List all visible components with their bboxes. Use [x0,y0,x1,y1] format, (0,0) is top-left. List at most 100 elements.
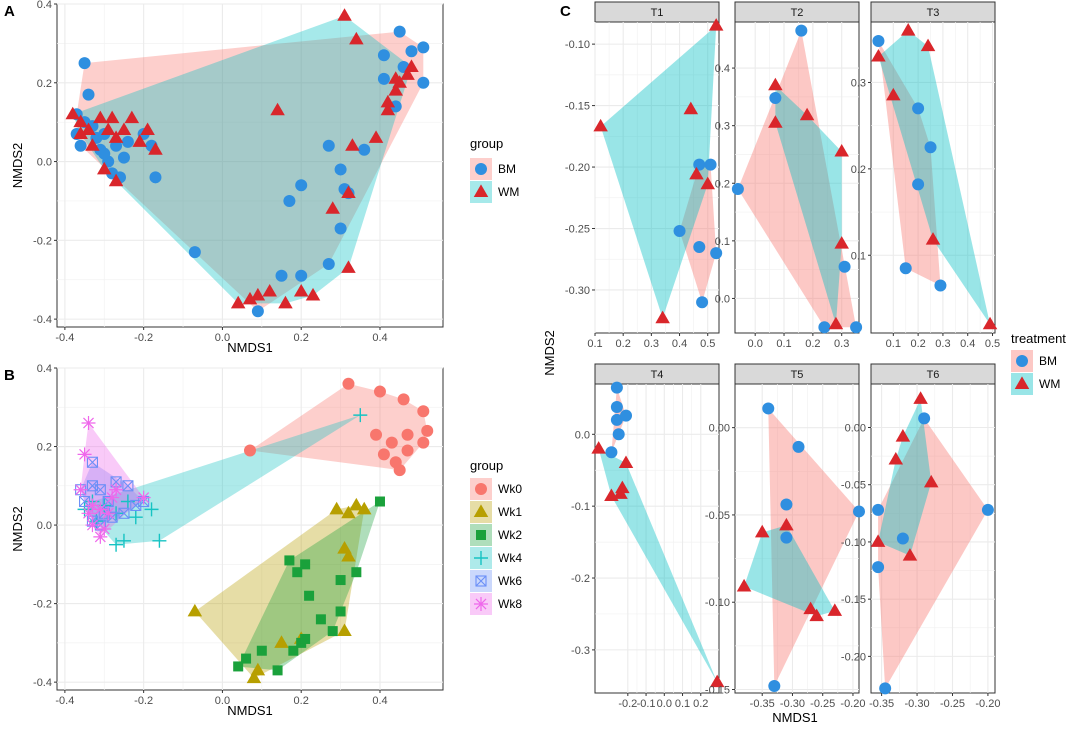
point-wm [604,488,619,502]
point-wm [140,122,155,135]
legend-marker-wk2 [476,530,486,540]
legend-marker-wk6-box [475,575,487,587]
panel-b-tick-label-y: 0.0 [37,520,52,532]
point-wk8 [97,522,112,536]
point-wk8 [93,529,108,544]
point-wk0 [244,444,256,457]
facet-t4-tick-label-x: -0.2 [618,698,637,710]
panel-a-x-title: NMDS1 [227,340,273,355]
point-wk2 [272,665,283,676]
hull-wm [878,30,991,325]
facet-t5-tick-label-x: -0.20 [840,698,865,710]
point-wm [100,122,116,135]
point-bm [251,305,264,318]
point-bm [610,413,623,426]
legend-label-bm: BM [498,162,516,176]
hull-bm [737,30,857,328]
facet-t5-tick-label-x: -0.30 [780,698,805,710]
hull-bm [878,41,941,286]
point-wk2 [300,559,311,570]
point-bm [818,321,831,334]
point-wk1 [329,501,344,515]
legend-label-wk1: Wk1 [498,505,522,519]
legend-label-wk0: Wk0 [498,482,522,496]
legend-marker-wk1 [473,504,489,517]
point-wk6-box [79,495,91,508]
point-bm [838,260,851,273]
panel-a-tick-label-x: 0.0 [215,332,230,344]
point-wk6-box [86,456,98,468]
point-wk0 [417,405,430,418]
facet-strip-title: T3 [927,7,940,19]
point-wm [73,126,88,139]
legend-marker-bm [1016,355,1028,367]
point-wk8 [77,447,92,462]
facet-t2-tick-label-y: 0.1 [715,236,730,248]
panel-b-letter: B [4,367,15,384]
point-bm [417,76,430,89]
legend-title: group [470,458,503,473]
point-wk0 [397,393,410,406]
panel-b-tick-label-y: 0.4 [37,363,52,375]
point-bm [693,158,706,171]
point-wm [305,287,321,301]
facet-t6-tick-label-y: -0.20 [841,651,866,663]
hull-bm [878,418,988,689]
point-wk6-box [86,480,98,492]
point-wm [293,283,309,297]
point-wk0 [342,377,355,390]
point-bm [610,381,623,394]
panel-b-panel: -0.4 -0.2 0.0 0.2 0.4 -0.4 -0.2 0.0 0.2 0.4 [33,363,444,707]
facet-t6-tick-label-x: -0.30 [905,698,930,710]
panel-b-x-title: NMDS1 [227,703,273,718]
point-wk6 [94,484,106,496]
point-wm [368,130,384,143]
point-wk4 [152,533,167,548]
point-wk1 [246,670,262,684]
point-bm [405,45,418,58]
point-wk8 [85,498,100,513]
facet-t5-tick-label-y: -0.05 [705,510,730,522]
point-wm [341,260,356,273]
point-wm [380,94,396,108]
point-wm [337,8,352,21]
point-bm [334,222,347,235]
point-wm [400,67,415,80]
point-wm [870,534,886,547]
facet-t4-tick-label-x: -0.1 [637,698,656,710]
facet-t6-panel: -0.35 -0.30 -0.25 -0.20 -0.20 -0.15 -0.10 -0.05… [841,383,1000,710]
point-bm [853,505,865,518]
point-wm [104,110,120,124]
point-wk8 [109,482,124,497]
point-wk2 [315,614,326,625]
point-wm [913,391,928,404]
panel-a-tick-label-y: 0.2 [37,78,52,90]
facet-t4-tick-label-y: -0.1 [571,501,590,513]
panel-a-tick-label-x: -0.2 [134,332,153,344]
point-wm [388,83,403,96]
point-wm [148,142,163,155]
point-wk4 [109,537,124,552]
point-bm [792,440,805,453]
point-bm [117,151,130,164]
legend-label-wk4: Wk4 [498,551,522,565]
point-bm [377,49,390,62]
point-bm [620,409,632,422]
point-bm [850,321,863,334]
facet-t4-tick-label-x: 0.0 [657,698,672,710]
point-wm [754,524,770,538]
legend-marker-wm [473,184,489,197]
legend-marker-bm [475,163,487,175]
panel-a-tick-label-x: 0.2 [294,332,309,344]
point-wk0 [417,436,430,449]
panel-b-tick-label-y: 0.2 [37,442,52,454]
point-bm [295,179,308,192]
point-wk8 [101,506,116,521]
point-bm [334,163,347,176]
point-wm [689,166,704,180]
point-wk8 [105,490,120,505]
point-wk2 [284,555,295,566]
point-wm [925,232,941,245]
facet-strip-t3: T3 [870,1,996,23]
facet-t1-tick-label-y: -0.20 [565,162,590,174]
